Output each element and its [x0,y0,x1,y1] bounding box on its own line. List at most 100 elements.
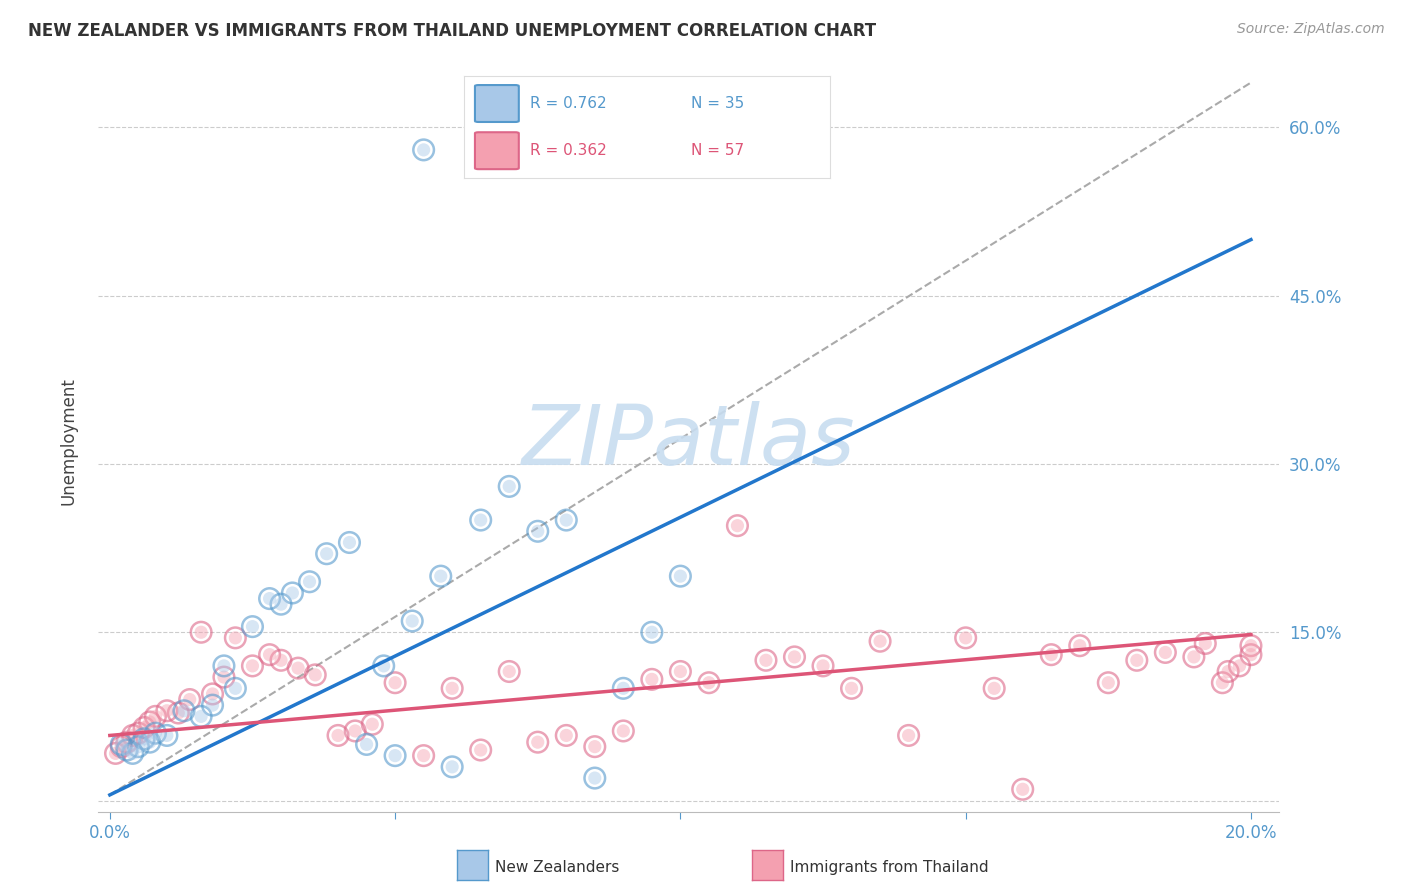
Point [212,659,235,673]
Point [173,704,195,718]
Point [1240,648,1263,662]
Point [139,735,162,749]
Point [1154,645,1177,659]
Point [110,739,132,754]
Point [201,687,224,701]
Point [555,728,578,742]
Point [201,698,224,713]
Point [384,748,406,763]
Point [110,738,132,752]
Point [190,709,212,723]
Point [373,659,395,673]
Point [612,723,634,738]
Point [281,586,304,600]
Point [145,709,167,723]
Point [641,673,664,687]
Point [224,631,246,645]
Point [869,634,891,648]
Point [304,668,326,682]
Point [326,728,349,742]
Point [1097,675,1119,690]
Point [115,735,138,749]
Point [1069,639,1091,653]
Point [121,747,143,761]
Point [115,735,138,749]
Point [104,747,127,761]
Point [224,681,246,696]
Point [110,739,132,754]
Point [315,547,337,561]
Point [1011,782,1033,797]
Point [270,653,292,667]
Point [1069,639,1091,653]
Point [270,597,292,611]
Point [167,706,190,720]
Text: Immigrants from Thailand: Immigrants from Thailand [790,860,988,874]
Y-axis label: Unemployment: Unemployment [59,377,77,506]
Point [212,670,235,684]
Point [179,692,201,706]
Point [361,717,384,731]
Point [115,743,138,757]
Point [441,681,464,696]
Point [224,681,246,696]
Point [287,661,309,675]
Point [555,513,578,527]
Point [259,591,281,606]
Point [697,675,720,690]
Point [173,704,195,718]
Point [361,717,384,731]
Point [526,524,548,539]
Point [412,748,434,763]
Point [127,739,149,754]
Point [384,675,406,690]
Point [110,738,132,752]
Point [725,518,748,533]
Point [139,714,162,729]
Point [401,614,423,628]
Point [1216,665,1239,679]
Point [121,728,143,742]
Point [555,513,578,527]
Point [190,625,212,640]
Point [384,675,406,690]
Point [811,659,834,673]
Point [526,735,548,749]
Text: R = 0.762: R = 0.762 [530,96,606,111]
Point [339,535,361,549]
Point [498,665,520,679]
Point [470,743,492,757]
Point [132,731,155,746]
Text: N = 35: N = 35 [690,96,744,111]
Point [412,143,434,157]
Point [441,760,464,774]
Point [242,659,264,673]
Point [869,634,891,648]
Point [783,649,806,664]
Point [725,518,748,533]
Point [1040,648,1063,662]
Point [641,625,664,640]
Point [641,673,664,687]
Point [526,524,548,539]
Point [104,747,127,761]
Point [498,479,520,493]
Point [955,631,977,645]
Point [326,728,349,742]
Point [669,569,692,583]
Point [498,479,520,493]
Point [201,687,224,701]
Point [1126,653,1149,667]
Point [583,739,606,754]
Point [955,631,977,645]
Point [755,653,778,667]
Point [1240,639,1263,653]
Point [1011,782,1033,797]
Point [121,747,143,761]
Point [1194,636,1216,650]
Point [127,726,149,740]
Point [212,659,235,673]
Point [298,574,321,589]
Point [127,726,149,740]
Point [356,738,378,752]
